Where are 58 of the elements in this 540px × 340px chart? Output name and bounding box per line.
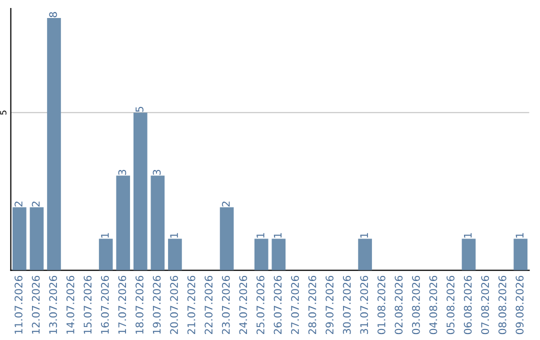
x-tick-label: 19.07.2026 [152,276,161,334]
x-tick-label: 01.08.2026 [377,276,386,334]
x-tick-label: 09.08.2026 [516,276,524,334]
bar [168,238,182,270]
bar [220,207,234,270]
x-tick-label: 03.08.2026 [412,276,420,334]
x-tick-label: 15.07.2026 [84,276,92,334]
x-tick-label: 17.07.2026 [118,276,126,334]
x-tick-label: 22.07.2026 [204,276,213,334]
x-tick-label: 14.07.2026 [66,276,74,334]
bar [462,238,476,270]
x-tick-label: 26.07.2026 [274,276,282,334]
x-tick-label: 31.07.2026 [360,276,368,334]
data-label: 1 [360,233,368,238]
bar [12,207,26,270]
bar [30,207,44,270]
bar [254,238,268,270]
x-tick-label: 20.07.2026 [170,276,178,334]
data-label: 1 [464,233,472,238]
bar [116,176,130,270]
data-label: 2 [14,202,22,206]
data-label: 1 [516,233,524,238]
bar [272,238,286,270]
x-tick-label: 12.07.2026 [32,276,40,334]
x-tick-label: 18.07.2026 [136,276,144,334]
x-tick-label: 23.07.2026 [222,276,230,334]
data-label: 1 [101,233,109,238]
data-label: 3 [118,170,126,175]
x-tick-label: 04.08.2026 [429,276,438,334]
x-tick-label: 21.07.2026 [187,276,196,334]
x-tick-label: 24.07.2026 [239,276,248,334]
x-tick-label: 02.08.2026 [394,276,403,334]
bar [514,238,528,270]
x-tick-label: 27.07.2026 [291,276,299,334]
data-label: 2 [222,202,230,206]
x-tick-label: 08.08.2026 [498,276,506,334]
data-label: 3 [152,170,161,175]
data-label: 5 [136,106,144,112]
bar [98,238,113,270]
data-label: 1 [170,233,178,238]
data-label: 1 [256,233,264,238]
x-tick-label: 16.07.2026 [100,276,109,334]
x-tick-label: 30.07.2026 [342,276,351,334]
x-tick-label: 06.08.2026 [464,276,472,334]
x-tick-label: 13.07.2026 [49,276,58,334]
bar [358,238,372,270]
x-tick-label: 07.08.2026 [481,276,490,334]
x-tick-label: 29.07.2026 [326,276,334,334]
bar [47,18,61,270]
bar [150,176,165,270]
data-label: 2 [32,202,40,206]
data-label: 1 [274,233,282,238]
x-tick-label: 28.07.2026 [308,276,316,334]
bar [133,112,148,270]
data-label: 8 [49,12,58,18]
x-tick-label: 11.07.2026 [14,276,22,334]
x-tick-label: 25.07.2026 [256,276,264,334]
x-tick-label: 05.08.2026 [446,276,454,334]
